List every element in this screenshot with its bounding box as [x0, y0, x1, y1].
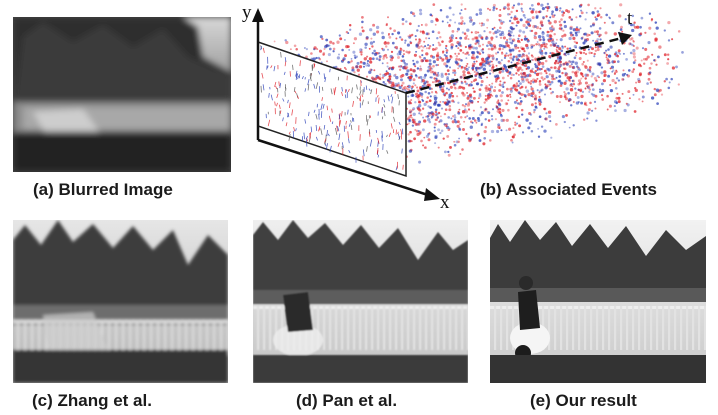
caption-c: (c) Zhang et al. [32, 391, 152, 410]
associated-events-plot [238, 0, 718, 210]
y-axis-arrow [252, 8, 264, 22]
t-axis-label: t [627, 8, 633, 29]
zhang-result-image [13, 220, 228, 383]
y-axis-label: y [242, 2, 252, 23]
caption-e: (e) Our result [530, 391, 637, 410]
x-axis-label: x [440, 192, 450, 213]
event-frame-edges [260, 45, 404, 171]
caption-d: (d) Pan et al. [296, 391, 398, 410]
pan-result-image [253, 220, 468, 383]
caption-a: (a) Blurred Image [33, 180, 173, 199]
our-result-image [490, 220, 706, 383]
blurred-image [13, 17, 231, 172]
x-axis-arrow [424, 188, 440, 201]
x-axis [257, 138, 429, 197]
t-axis [405, 36, 623, 95]
t-axis-arrow [618, 32, 632, 45]
caption-b: (b) Associated Events [480, 180, 657, 199]
